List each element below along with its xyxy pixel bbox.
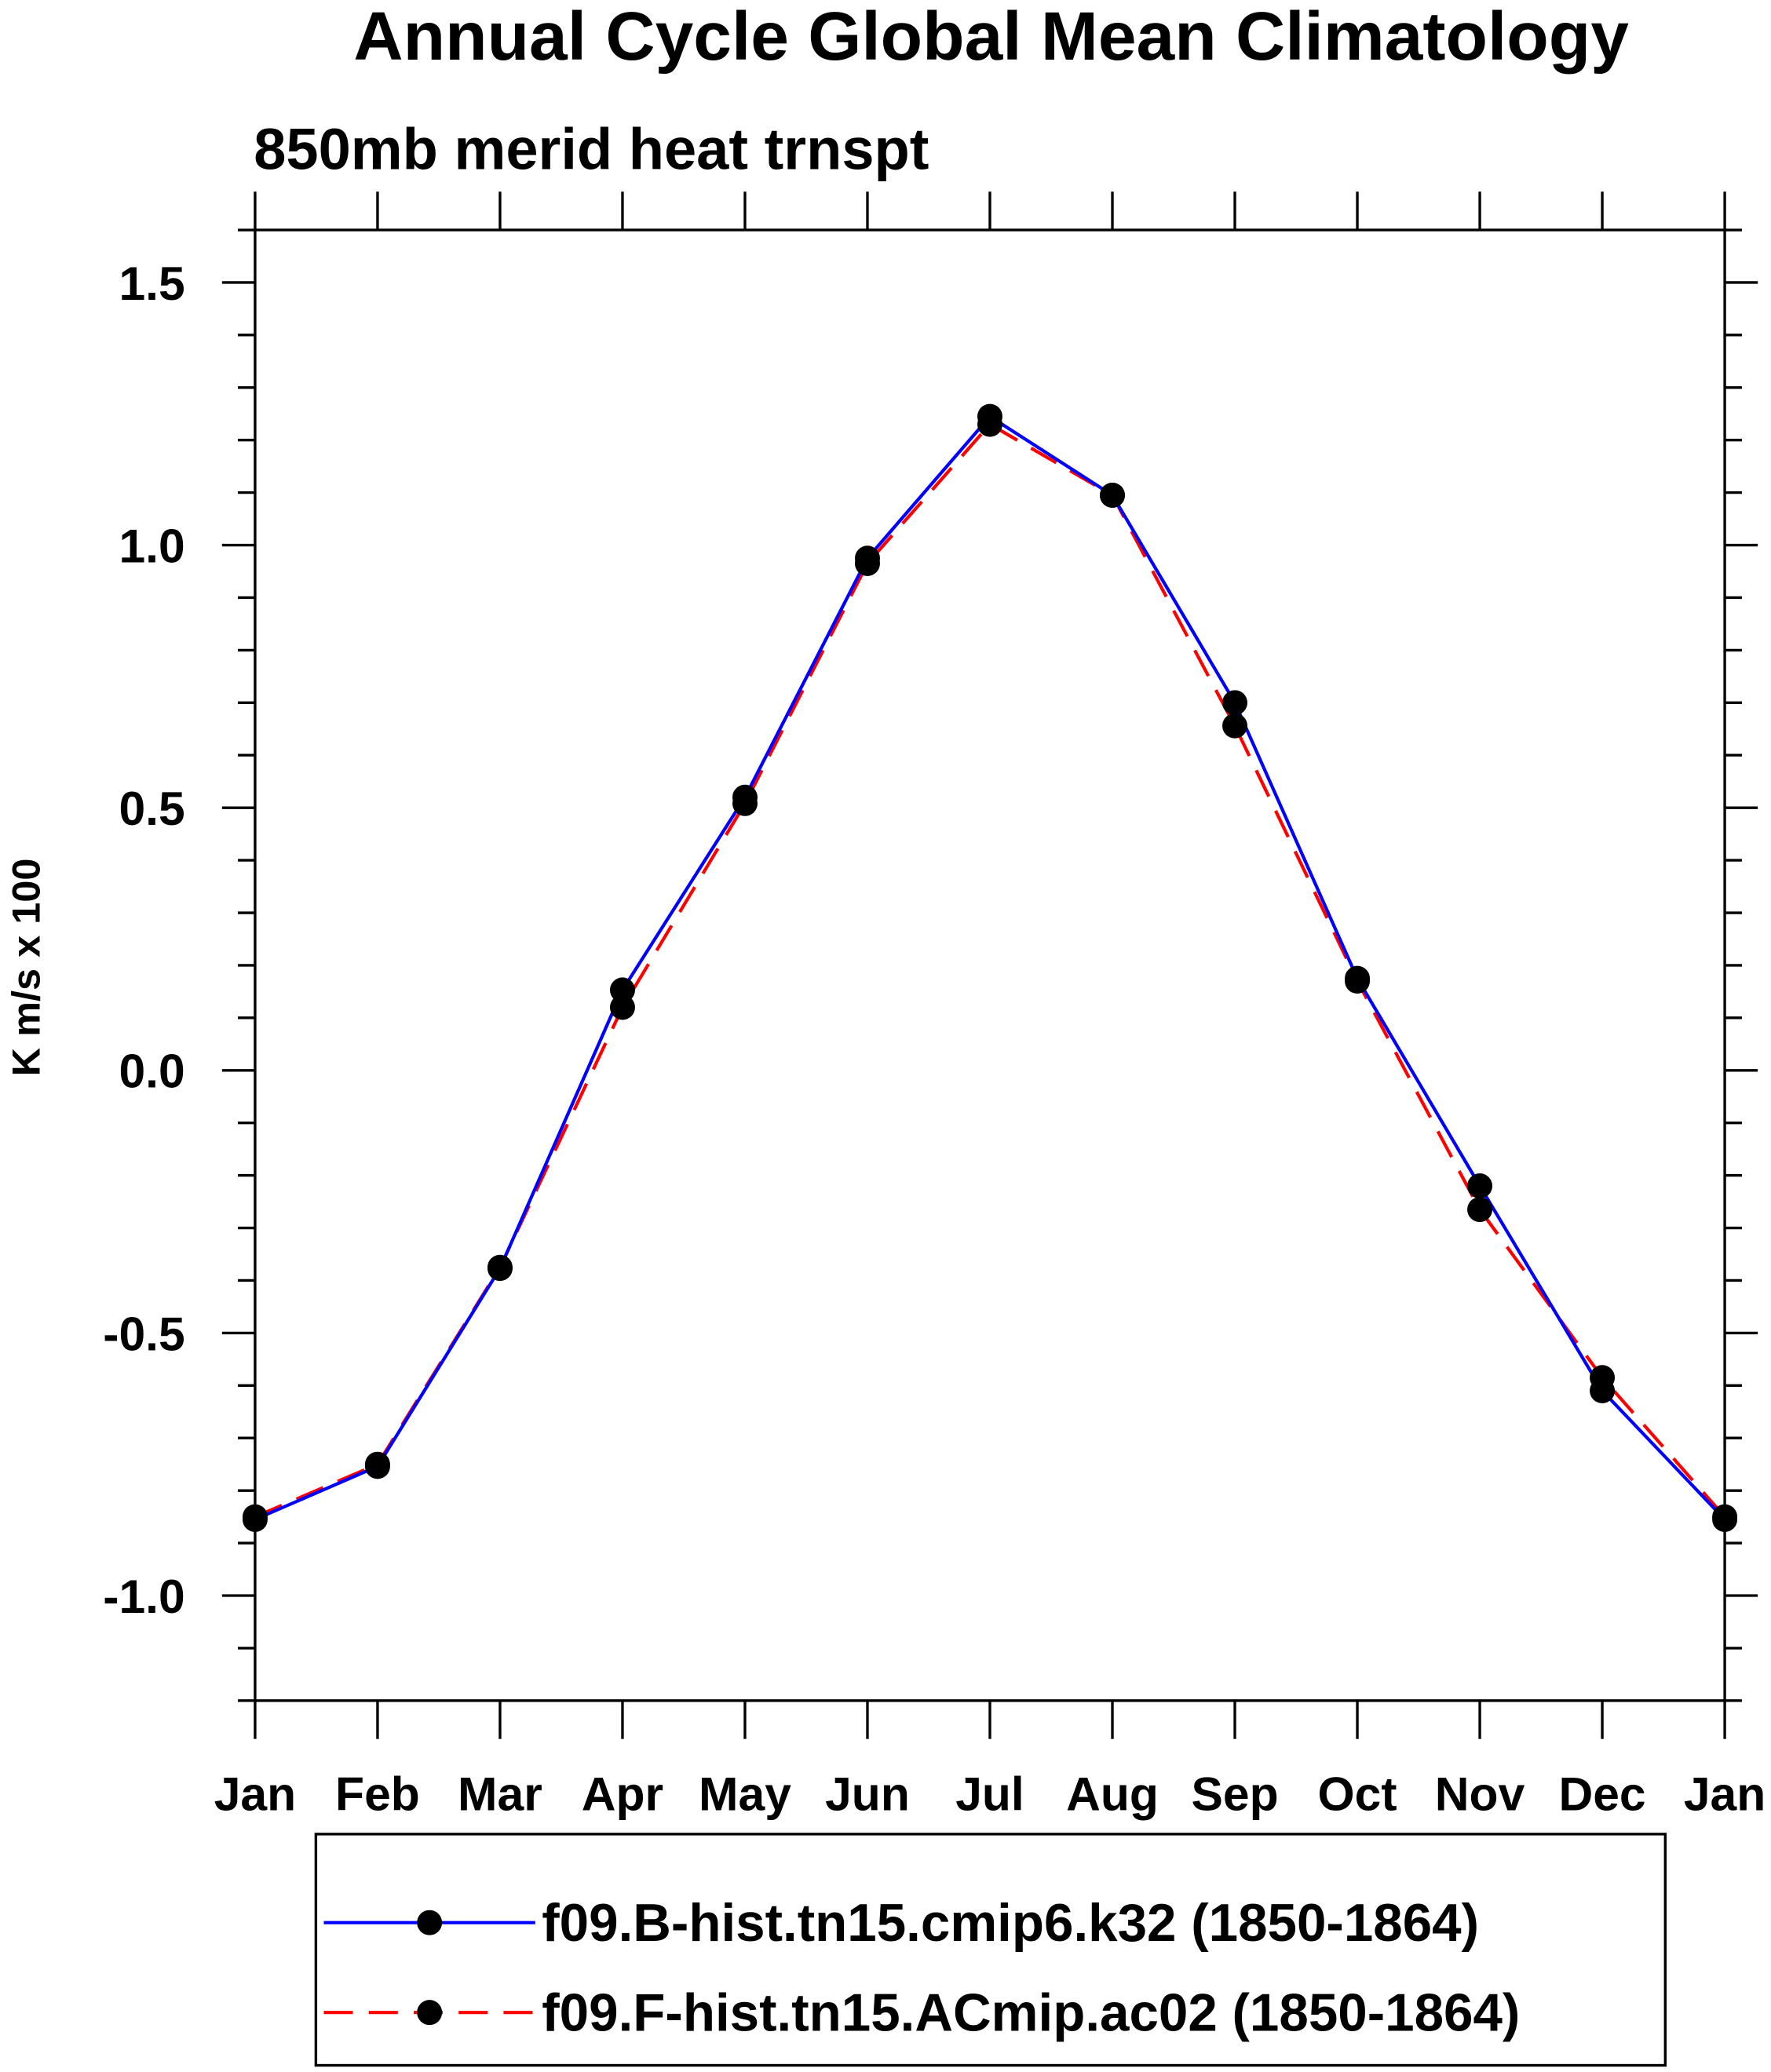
x-tick-label: Jul xyxy=(955,1767,1024,1821)
data-point xyxy=(609,994,635,1020)
axes: -1.0 -0.5 0.0 0.5 1.0 1.5 Jan Feb Mar Apr May Jun Ju… xyxy=(103,192,1766,1821)
x-tick-label: Dec xyxy=(1558,1767,1645,1821)
legend: f09.B-hist.tn15.cmip6.k32 (1850-1864) f09… xyxy=(314,1833,1667,2067)
data-point xyxy=(1590,1365,1616,1391)
y-tick-label: 1.0 xyxy=(119,519,184,572)
x-tick-label: Nov xyxy=(1435,1767,1525,1821)
y-tick-label: -0.5 xyxy=(103,1307,184,1360)
data-point xyxy=(609,977,635,1003)
data-point xyxy=(1222,713,1248,739)
x-tick-label: Oct xyxy=(1318,1767,1397,1821)
data-point xyxy=(1222,690,1248,716)
y-tick-label: 1.5 xyxy=(119,257,184,310)
x-tick-label: Feb xyxy=(335,1767,420,1821)
x-tick-label: Mar xyxy=(458,1767,542,1821)
series-line xyxy=(254,421,1726,1519)
data-point xyxy=(364,1451,390,1477)
y-tick-label: 0.0 xyxy=(119,1045,184,1098)
x-tick-label: Aug xyxy=(1066,1767,1159,1821)
series-line xyxy=(254,414,1726,1521)
plot-frame xyxy=(254,228,1726,1702)
x-tick-label: Apr xyxy=(582,1767,663,1821)
legend-label: f09.F-hist.tn15.ACmip.ac02 (1850-1864) xyxy=(542,1984,1520,2043)
data-point xyxy=(854,550,880,576)
data-point xyxy=(1467,1173,1493,1198)
x-tick-label: Jan xyxy=(214,1767,296,1821)
data-point xyxy=(1712,1504,1738,1530)
chart-subtitle: 850mb merid heat trnspt xyxy=(254,117,929,182)
x-tick-label: May xyxy=(699,1767,791,1821)
chart-title: Annual Cycle Global Mean Climatology xyxy=(353,0,1629,75)
y-tick-label: -1.0 xyxy=(103,1570,184,1623)
y-tick-label: 0.5 xyxy=(119,782,184,835)
x-tick-label: Sep xyxy=(1191,1767,1278,1821)
legend-box xyxy=(314,1833,1667,2067)
legend-label: f09.B-hist.tn15.cmip6.k32 (1850-1864) xyxy=(542,1894,1479,1953)
data-point xyxy=(977,411,1002,437)
data-point xyxy=(487,1254,513,1280)
data-point xyxy=(732,790,758,816)
series-group xyxy=(242,403,1738,1532)
x-tick-label: Jun xyxy=(825,1767,910,1821)
legend-marker xyxy=(417,2000,443,2026)
legend-marker xyxy=(417,1910,443,1935)
data-point xyxy=(1467,1197,1493,1223)
data-point xyxy=(1100,482,1126,508)
data-point xyxy=(242,1504,268,1530)
data-point xyxy=(1345,969,1371,994)
y-axis-label: K m/s x 100 xyxy=(4,858,49,1076)
x-tick-label: Jan xyxy=(1684,1767,1766,1821)
